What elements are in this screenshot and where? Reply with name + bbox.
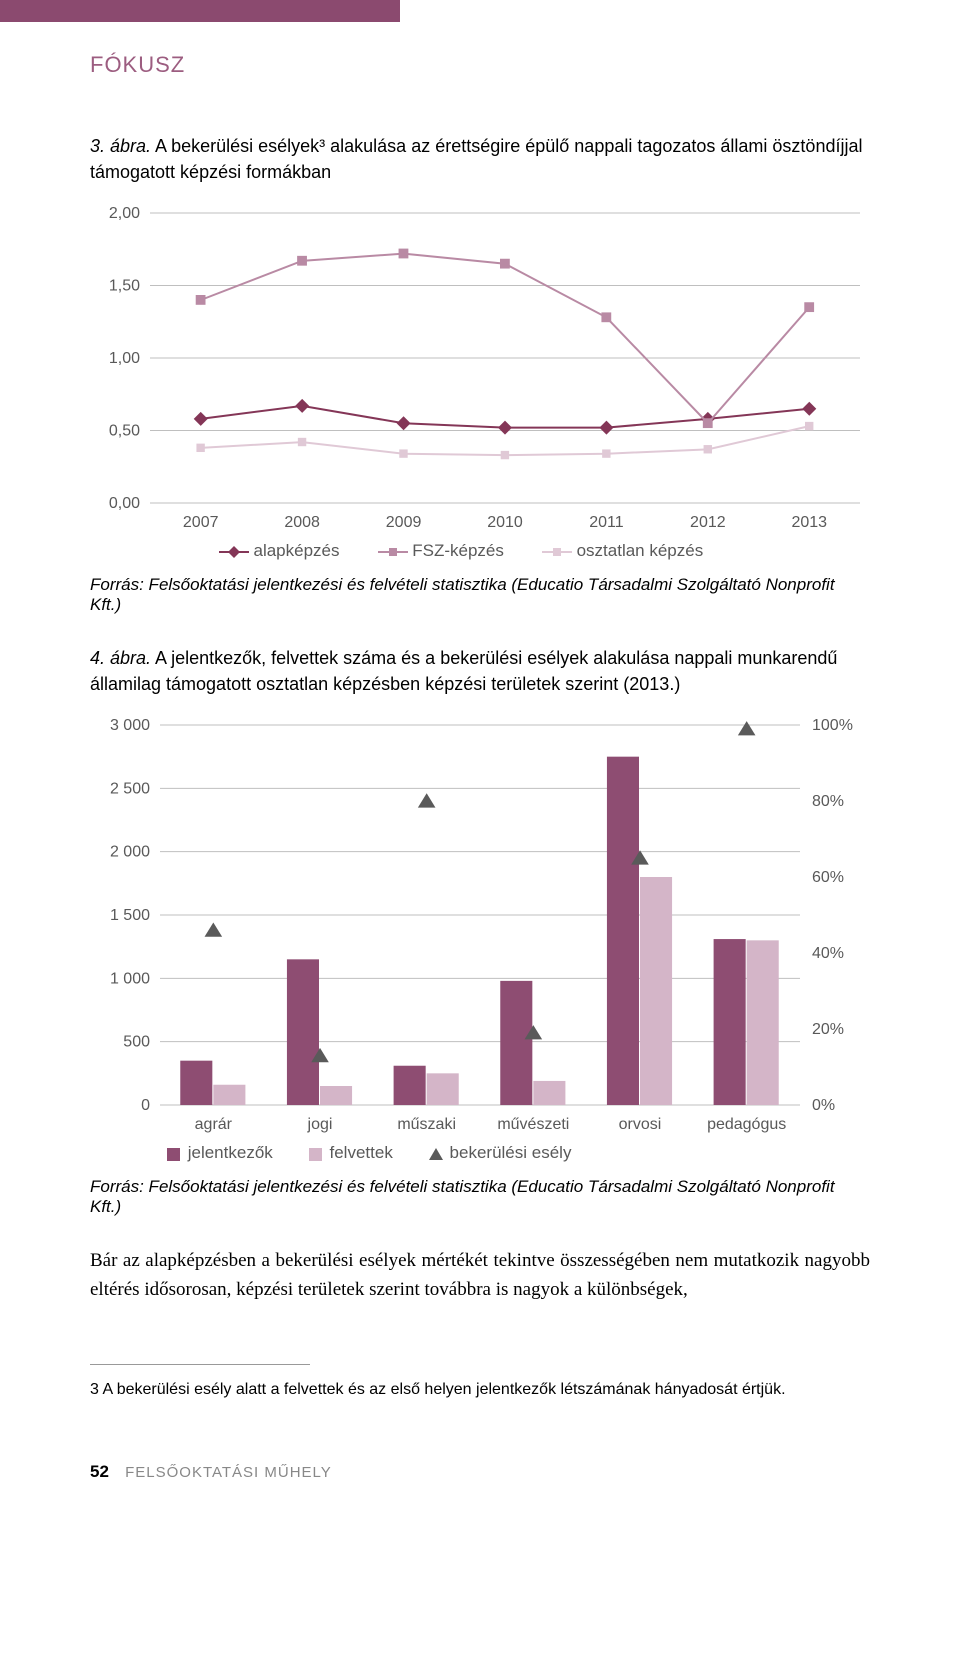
- body-paragraph: Bár az alapképzésben a bekerülési esélye…: [90, 1247, 870, 1304]
- svg-text:művészeti: művészeti: [497, 1116, 569, 1133]
- svg-text:műszaki: műszaki: [397, 1116, 456, 1133]
- fig3-legend-item: osztatlan képzés: [542, 541, 703, 560]
- fig4-legend: jelentkezők felvettek bekerülési esély: [90, 1143, 870, 1163]
- fig4-legend-item: jelentkezők: [165, 1143, 273, 1162]
- svg-text:20%: 20%: [812, 1021, 844, 1038]
- fig4-source: Forrás: Felsőoktatási jelentkezési és fe…: [90, 1177, 870, 1217]
- page-number: 52: [90, 1462, 109, 1481]
- footer-title: FELSŐOKTATÁSI MŰHELY: [125, 1464, 332, 1481]
- footnote-num: 3: [90, 1381, 99, 1398]
- svg-text:3 000: 3 000: [110, 717, 150, 734]
- svg-text:60%: 60%: [812, 869, 844, 886]
- svg-text:2009: 2009: [386, 514, 422, 531]
- svg-text:100%: 100%: [812, 717, 853, 734]
- svg-text:0,00: 0,00: [109, 495, 140, 512]
- fig3-legend-item: FSZ-képzés: [378, 541, 504, 560]
- fig3-source: Forrás: Felsőoktatási jelentkezési és fe…: [90, 575, 870, 615]
- svg-text:500: 500: [123, 1034, 150, 1051]
- svg-text:2 500: 2 500: [110, 781, 150, 798]
- svg-text:2010: 2010: [487, 514, 523, 531]
- page-footer: 52 FELSŐOKTATÁSI MŰHELY: [90, 1462, 870, 1482]
- svg-text:2011: 2011: [589, 514, 624, 531]
- fig4-caption-num: 4. ábra.: [90, 648, 151, 668]
- svg-text:80%: 80%: [812, 793, 844, 810]
- svg-text:0%: 0%: [812, 1097, 835, 1114]
- fig4-chart: 0 500 1 000 1 500 2 000 2 500 3 000 0% 20% 40% 60%…: [90, 715, 870, 1135]
- svg-text:40%: 40%: [812, 945, 844, 962]
- svg-text:2013: 2013: [791, 514, 827, 531]
- svg-text:jogi: jogi: [307, 1116, 333, 1133]
- svg-text:1 000: 1 000: [110, 971, 150, 988]
- fig3-legend: alapképzés FSZ-képzés osztatlan képzés: [90, 541, 870, 561]
- fig3-legend-item: alapképzés: [219, 541, 340, 560]
- svg-text:agrár: agrár: [195, 1116, 233, 1133]
- fig4-caption: 4. ábra. A jelentkezők, felvettek száma …: [90, 645, 870, 697]
- fig3-caption-text: A bekerülési esélyek³ alakulása az érett…: [90, 136, 862, 182]
- svg-text:2 000: 2 000: [110, 844, 150, 861]
- fig4-bar-chart: 0 500 1 000 1 500 2 000 2 500 3 000 0% 20% 40% 60%…: [90, 715, 870, 1135]
- fig4-legend-item: bekerülési esély: [427, 1143, 572, 1162]
- svg-text:1 500: 1 500: [110, 907, 150, 924]
- svg-text:1,50: 1,50: [109, 278, 140, 295]
- fig3-caption-num: 3. ábra.: [90, 136, 151, 156]
- fig3-line-chart: 0,00 0,50 1,00 1,50 2,00 2007 2008 2009 2010 2011…: [90, 203, 870, 533]
- fig4-caption-text: A jelentkezők, felvettek száma és a beke…: [90, 648, 837, 694]
- footnote: 3 A bekerülési esély alatt a felvettek é…: [90, 1379, 870, 1401]
- svg-text:pedagógus: pedagógus: [707, 1116, 786, 1133]
- svg-text:0,50: 0,50: [109, 423, 140, 440]
- svg-text:1,00: 1,00: [109, 350, 140, 367]
- svg-text:2008: 2008: [284, 514, 320, 531]
- fig4-legend-item: felvettek: [307, 1143, 393, 1162]
- page-content: FÓKUSZ 3. ábra. A bekerülési esélyek³ al…: [0, 52, 960, 1522]
- top-accent-bar: [0, 0, 400, 22]
- svg-text:2007: 2007: [183, 514, 219, 531]
- section-label: FÓKUSZ: [90, 52, 870, 78]
- footnote-text: A bekerülési esély alatt a felvettek és …: [99, 1381, 786, 1398]
- fig3-chart: 0,00 0,50 1,00 1,50 2,00 2007 2008 2009 2010 2011…: [90, 203, 870, 533]
- fig3-caption: 3. ábra. A bekerülési esélyek³ alakulása…: [90, 133, 870, 185]
- svg-text:2012: 2012: [690, 514, 726, 531]
- svg-text:orvosi: orvosi: [619, 1116, 662, 1133]
- svg-text:0: 0: [141, 1097, 150, 1114]
- footnote-rule: [90, 1364, 310, 1365]
- svg-text:2,00: 2,00: [109, 205, 140, 222]
